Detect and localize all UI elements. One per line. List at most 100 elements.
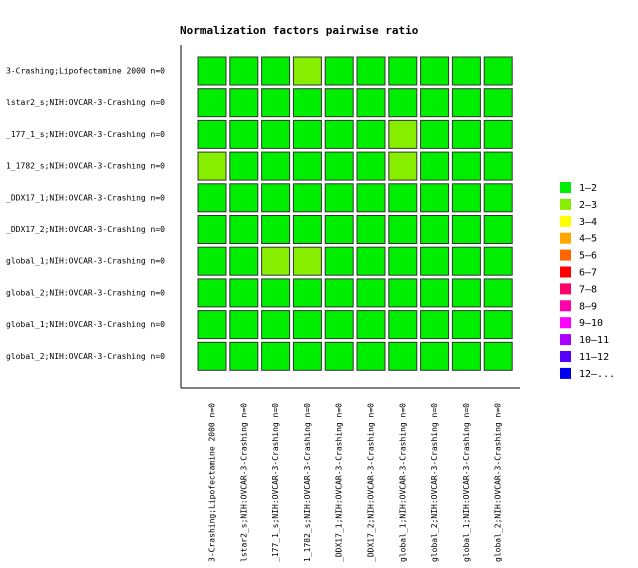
heatmap-cell bbox=[292, 310, 322, 340]
legend-label: 2–3 bbox=[579, 200, 597, 211]
heatmap-cell bbox=[229, 246, 259, 276]
legend-label: 11–12 bbox=[579, 352, 609, 363]
row-label: global_1;NIH:OVCAR-3-Crashing n=0 bbox=[6, 257, 165, 266]
heatmap-cell bbox=[292, 88, 322, 118]
heatmap-cell bbox=[292, 56, 322, 86]
heatmap-cell bbox=[420, 119, 450, 149]
column-label: 3-Crashing;Lipofectamine 2000 n=0 bbox=[208, 403, 217, 562]
column-label: global_1;NIH:OVCAR-3-Crashing n=0 bbox=[462, 403, 471, 562]
heatmap-cell bbox=[451, 88, 481, 118]
chart-title: Normalization factors pairwise ratio bbox=[180, 24, 419, 37]
heatmap-cell bbox=[420, 310, 450, 340]
heatmap-cell bbox=[420, 88, 450, 118]
heatmap-cell bbox=[261, 119, 291, 149]
heatmap-cell bbox=[483, 119, 513, 149]
legend-label: 6–7 bbox=[579, 268, 597, 279]
heatmap-cell bbox=[324, 310, 354, 340]
heatmap-cell bbox=[483, 88, 513, 118]
row-label: _DDX17_1;NIH:OVCAR-3-Crashing n=0 bbox=[6, 193, 165, 202]
legend-swatch bbox=[560, 232, 571, 244]
heatmap-cell bbox=[451, 56, 481, 86]
column-label: 1_1782_s;NIH:OVCAR-3-Crashing n=0 bbox=[303, 403, 312, 562]
heatmap-cell bbox=[197, 119, 227, 149]
heatmap-cell bbox=[356, 246, 386, 276]
heatmap-cell bbox=[261, 278, 291, 308]
column-label: global_2;NIH:OVCAR-3-Crashing n=0 bbox=[430, 403, 439, 562]
heatmap-cell bbox=[483, 56, 513, 86]
heatmap-cell bbox=[483, 246, 513, 276]
heatmap-cell bbox=[324, 183, 354, 213]
heatmap-cell bbox=[451, 310, 481, 340]
heatmap-cell bbox=[356, 341, 386, 371]
row-label: _DDX17_2;NIH:OVCAR-3-Crashing n=0 bbox=[6, 225, 165, 234]
legend-swatch bbox=[560, 367, 571, 379]
column-label: _DDX17_2;NIH:OVCAR-3-Crashing n=0 bbox=[367, 403, 376, 562]
row-label: lstar2_s;NIH:OVCAR-3-Crashing n=0 bbox=[6, 98, 165, 107]
heatmap-cell bbox=[324, 119, 354, 149]
heatmap-cell bbox=[261, 151, 291, 181]
heatmap-cell bbox=[356, 183, 386, 213]
heatmap-cell bbox=[197, 278, 227, 308]
legend-swatch bbox=[560, 215, 571, 227]
heatmap-cell bbox=[451, 119, 481, 149]
legend-swatch bbox=[560, 182, 571, 193]
heatmap-cell bbox=[420, 56, 450, 86]
legend-label: 1–2 bbox=[579, 183, 597, 194]
row-label: 3-Crashing;Lipofectamine 2000 n=0 bbox=[6, 67, 165, 76]
heatmap-cell bbox=[261, 246, 291, 276]
heatmap-cell bbox=[292, 246, 322, 276]
heatmap-cell bbox=[197, 215, 227, 244]
heatmap-cell bbox=[229, 278, 259, 308]
heatmap-cell bbox=[229, 151, 259, 181]
heatmap-cell bbox=[388, 119, 418, 149]
legend-swatch bbox=[560, 198, 571, 210]
heatmap-cell bbox=[229, 183, 259, 213]
heatmap-cell bbox=[324, 341, 354, 371]
heatmap-cell bbox=[451, 151, 481, 181]
heatmap-cell bbox=[292, 215, 322, 244]
heatmap-cell bbox=[388, 341, 418, 371]
heatmap-cell bbox=[229, 341, 259, 371]
heatmap-cell bbox=[483, 151, 513, 181]
heatmap-cell bbox=[229, 88, 259, 118]
heatmap-cell bbox=[483, 278, 513, 308]
column-label: _177_1_s;NIH:OVCAR-3-Crashing n=0 bbox=[271, 403, 280, 562]
heatmap-cell bbox=[197, 88, 227, 118]
heatmap-cell bbox=[229, 119, 259, 149]
heatmap-cell bbox=[388, 246, 418, 276]
heatmap-cell bbox=[388, 151, 418, 181]
row-label: _177_1_s;NIH:OVCAR-3-Crashing n=0 bbox=[6, 130, 165, 139]
heatmap-cell bbox=[292, 183, 322, 213]
heatmap-cell bbox=[388, 183, 418, 213]
legend-label: 8–9 bbox=[579, 301, 597, 312]
legend-label: 12–... bbox=[579, 369, 615, 380]
heatmap-cell bbox=[324, 88, 354, 118]
heatmap-cell bbox=[356, 310, 386, 340]
legend-swatch bbox=[560, 351, 571, 362]
heatmap-cell bbox=[261, 341, 291, 371]
legend-swatch bbox=[560, 266, 571, 278]
legend-label: 4–5 bbox=[579, 234, 597, 245]
heatmap-cell bbox=[292, 341, 322, 371]
heatmap-cell bbox=[197, 310, 227, 340]
heatmap-cell bbox=[197, 151, 227, 181]
row-label: 1_1782_s;NIH:OVCAR-3-Crashing n=0 bbox=[6, 162, 165, 171]
heatmap-cell bbox=[483, 310, 513, 340]
heatmap-cell bbox=[388, 56, 418, 86]
heatmap-cell bbox=[451, 215, 481, 244]
legend-swatch bbox=[560, 317, 571, 329]
heatmap-cell bbox=[197, 246, 227, 276]
heatmap-cell bbox=[197, 183, 227, 213]
heatmap-cell bbox=[451, 341, 481, 371]
heatmap-cell bbox=[451, 246, 481, 276]
legend-label: 7–8 bbox=[579, 284, 597, 295]
legend-label: 3–4 bbox=[579, 217, 597, 228]
legend-swatch bbox=[560, 283, 571, 295]
heatmap-cell bbox=[261, 183, 291, 213]
legend-swatch bbox=[560, 300, 571, 312]
heatmap-cell bbox=[388, 310, 418, 340]
heatmap-cell bbox=[292, 119, 322, 149]
heatmap-cell bbox=[324, 56, 354, 86]
heatmap-cell bbox=[483, 215, 513, 244]
heatmap-cell bbox=[292, 151, 322, 181]
